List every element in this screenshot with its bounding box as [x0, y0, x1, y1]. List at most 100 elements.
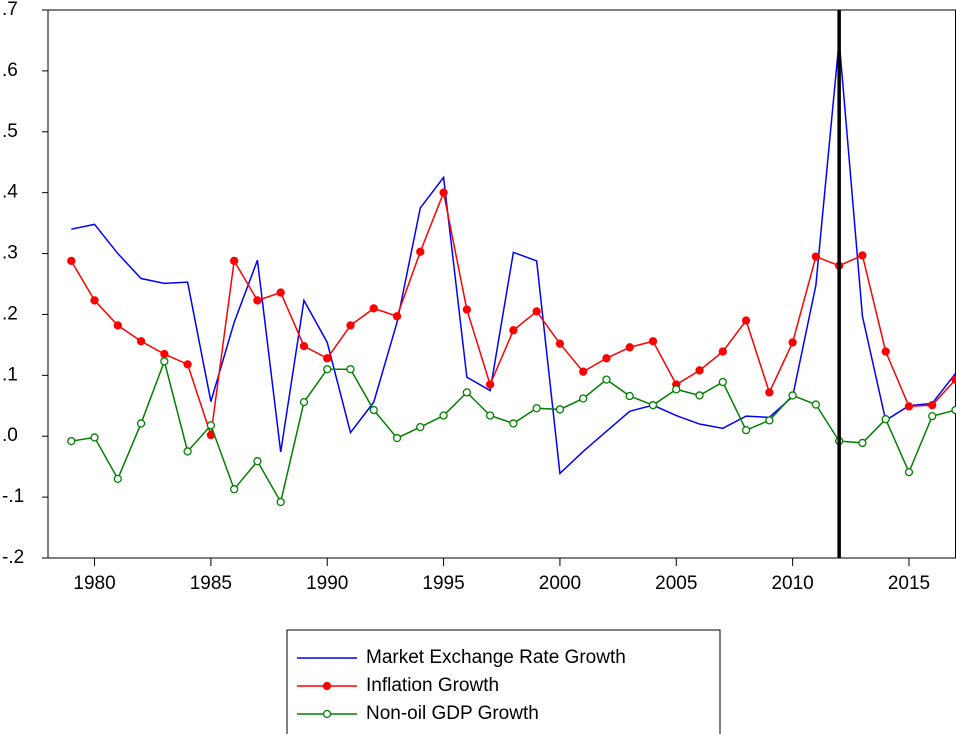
series-marker	[695, 391, 704, 400]
series-line	[70, 190, 956, 436]
series-marker	[509, 419, 518, 428]
series-marker	[555, 405, 565, 414]
series-marker	[928, 411, 937, 421]
series-marker	[136, 419, 146, 428]
series-marker	[485, 411, 495, 420]
series-marker	[230, 256, 239, 266]
series-marker	[462, 388, 471, 397]
series-marker	[858, 438, 867, 448]
y-tick-label: .4	[2, 182, 18, 203]
series-marker	[741, 425, 751, 435]
x-tick-label: 2005	[655, 573, 697, 594]
series-marker	[206, 421, 216, 430]
y-tick-label: .6	[2, 60, 18, 81]
legend-label: Inflation Growth	[366, 675, 499, 696]
series-marker	[718, 377, 727, 387]
series-marker	[276, 497, 285, 507]
legend-marker	[322, 709, 332, 719]
series-marker	[369, 405, 378, 415]
series-marker	[323, 354, 332, 363]
series-marker	[230, 485, 239, 494]
series-marker	[346, 321, 355, 330]
series-marker	[299, 341, 309, 351]
series-marker	[602, 354, 611, 363]
series-marker	[904, 402, 914, 411]
series-marker	[881, 347, 890, 356]
series-marker	[323, 365, 332, 374]
series-marker	[90, 433, 99, 442]
x-tick-label: 2000	[539, 573, 581, 594]
series-marker	[369, 304, 378, 313]
legend-box	[286, 629, 721, 734]
series-marker	[346, 365, 355, 374]
series-marker	[579, 394, 588, 403]
series-line	[71, 358, 956, 505]
x-tick-label: 1995	[422, 573, 464, 594]
series-marker	[253, 296, 262, 305]
y-tick-label: -.2	[2, 547, 24, 568]
series-marker	[136, 337, 146, 346]
x-tick-label: 1980	[73, 573, 115, 594]
series-marker	[858, 251, 867, 260]
y-tick-label: .2	[2, 303, 18, 324]
series-marker	[788, 391, 797, 400]
series-marker	[718, 347, 727, 356]
series-marker	[579, 367, 588, 376]
series-marker	[67, 256, 76, 266]
legend-marker	[322, 681, 332, 691]
series-marker	[253, 457, 262, 466]
series-marker	[648, 337, 658, 346]
series-marker	[67, 436, 76, 446]
series-marker	[555, 339, 565, 348]
series-line	[71, 40, 956, 475]
y-tick-label: .1	[2, 364, 18, 385]
series-marker	[90, 296, 99, 305]
y-tick-label: .0	[2, 425, 18, 446]
x-tick-label: 2010	[771, 573, 813, 594]
series-marker	[485, 380, 495, 389]
series-marker	[672, 385, 681, 394]
series-marker	[951, 375, 956, 384]
y-tick-label: -.1	[2, 486, 24, 507]
x-tick-label: 1990	[306, 573, 348, 594]
series-marker	[392, 312, 402, 321]
x-tick-label: 1985	[190, 573, 232, 594]
series-marker	[811, 400, 821, 409]
series-marker	[276, 288, 285, 297]
series-marker	[602, 375, 611, 384]
series-marker	[299, 397, 309, 407]
series-marker	[416, 422, 425, 432]
legend-label: Market Exchange Rate Growth	[366, 647, 626, 668]
x-tick-label: 2015	[888, 573, 930, 594]
series-marker	[532, 307, 541, 316]
series-marker	[788, 338, 797, 347]
series-marker	[928, 401, 937, 410]
series-marker	[416, 247, 425, 256]
plot-frame	[47, 9, 956, 559]
series-marker	[462, 305, 471, 314]
series-marker	[881, 415, 890, 424]
series-marker	[532, 404, 541, 413]
series-marker	[695, 366, 704, 375]
series-marker	[951, 405, 956, 415]
series-marker	[439, 411, 448, 420]
y-tick-label: .5	[2, 121, 18, 142]
series-marker	[392, 433, 402, 443]
series-marker	[625, 391, 634, 401]
series-marker	[113, 321, 122, 330]
series-marker	[765, 416, 774, 425]
series-marker	[741, 316, 751, 325]
series-marker	[625, 343, 634, 352]
series-marker	[183, 447, 192, 456]
series-marker	[765, 388, 774, 397]
series-marker	[509, 326, 518, 335]
series-marker	[160, 349, 169, 359]
series-marker	[183, 360, 192, 369]
series-marker	[113, 474, 122, 483]
series-marker	[439, 188, 448, 197]
series-marker	[160, 357, 169, 366]
series-marker	[904, 467, 914, 477]
series-marker	[648, 401, 658, 410]
y-tick-label: .7	[2, 0, 18, 20]
